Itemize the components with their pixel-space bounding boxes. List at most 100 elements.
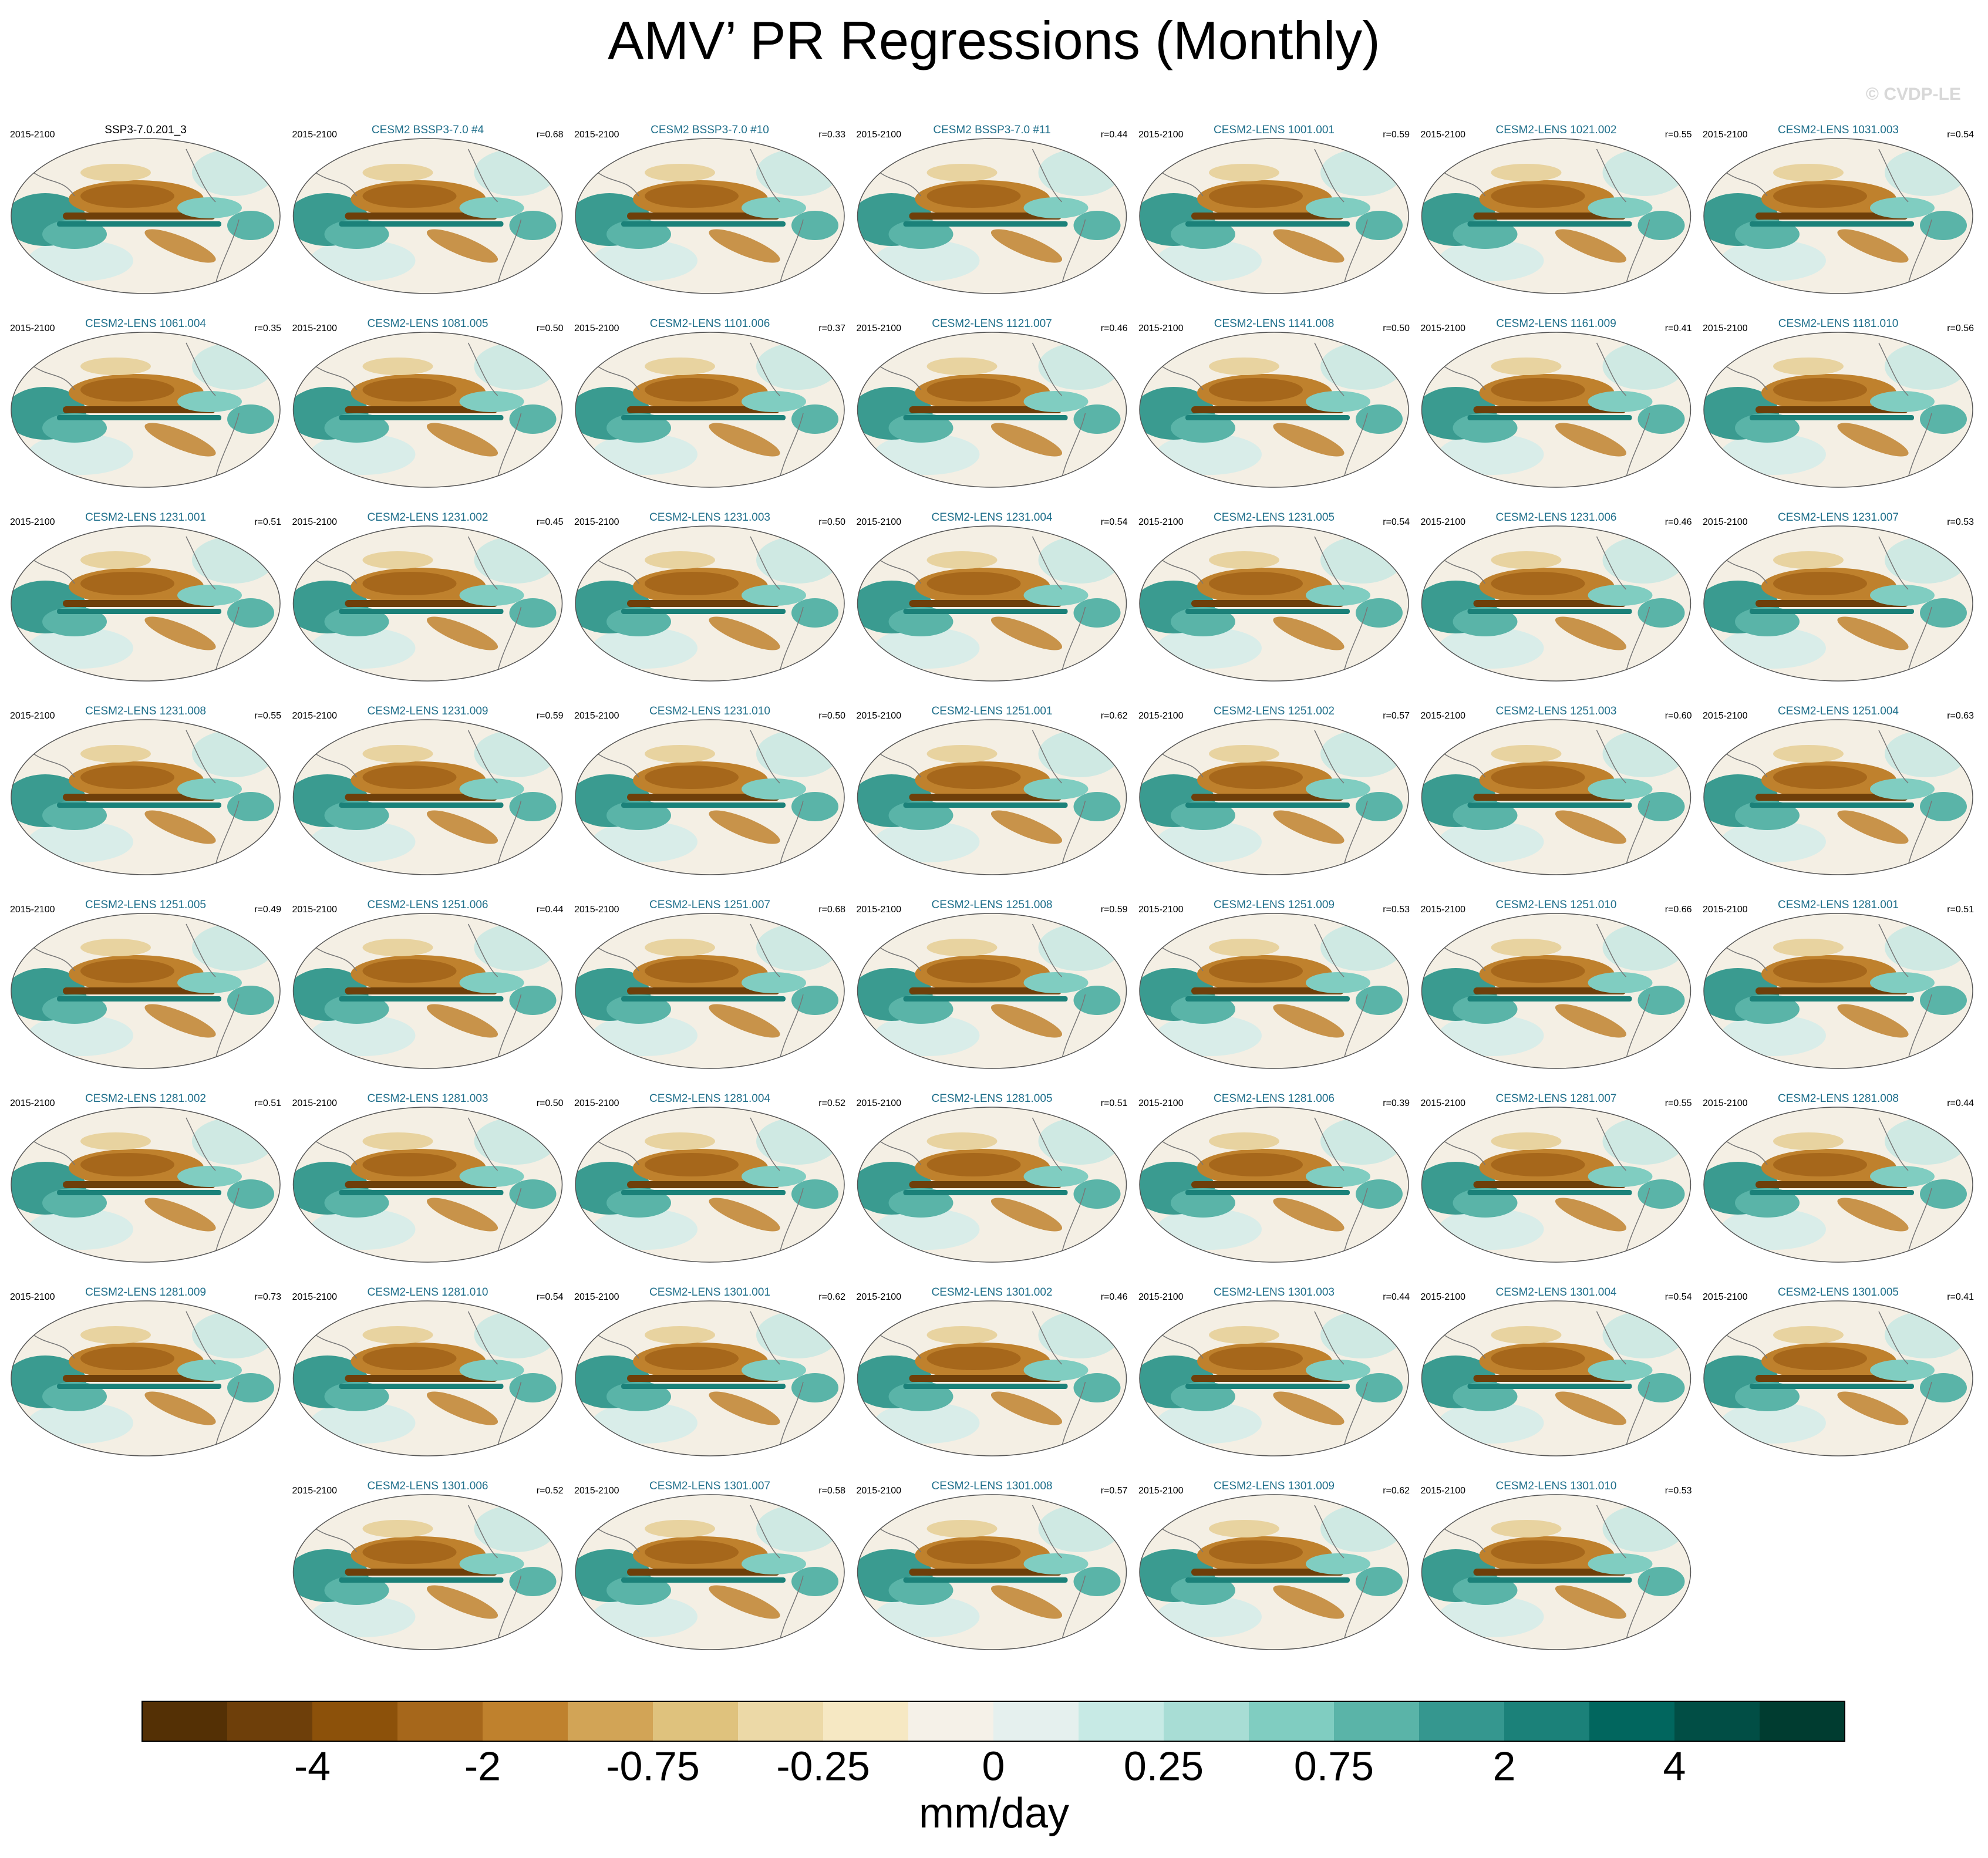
panel-r: r=0.54 [537, 1292, 564, 1302]
map-panel: 2015-2100 CESM2-LENS 1251.003 r=0.60 [1415, 705, 1692, 876]
panel-r: r=0.60 [1665, 711, 1692, 721]
panel-r: r=0.44 [1947, 1098, 1974, 1108]
map [1697, 1106, 1974, 1263]
panel-period: 2015-2100 [1703, 905, 1748, 915]
panel-r: r=0.54 [1101, 517, 1128, 527]
panel-period: 2015-2100 [857, 1098, 902, 1108]
panel-period: 2015-2100 [1703, 711, 1748, 721]
panel-r: r=0.73 [254, 1292, 281, 1302]
colorbar-unit: mm/day [919, 1790, 1069, 1837]
map [1697, 719, 1974, 876]
panel-name: CESM2-LENS 1231.003 [649, 511, 770, 524]
figure-title: AMV’ PR Regressions (Monthly) [608, 11, 1380, 70]
map-panel: 2015-2100 CESM2-LENS 1251.005 r=0.49 [4, 899, 281, 1070]
panel-name: CESM2-LENS 1281.004 [649, 1092, 770, 1105]
map [851, 1106, 1128, 1263]
colorbar-label: -0.25 [776, 1743, 870, 1789]
map-panel: 2015-2100 CESM2-LENS 1231.005 r=0.54 [1133, 511, 1410, 682]
map-panel: 2015-2100 CESM2-LENS 1061.004 r=0.35 [4, 318, 281, 488]
panel-r: r=0.46 [1101, 1292, 1128, 1302]
map-panel: 2015-2100 CESM2-LENS 1001.001 r=0.59 [1133, 124, 1410, 295]
colorbar-box [1504, 1701, 1590, 1741]
map-panel: 2015-2100 CESM2-LENS 1231.001 r=0.51 [4, 511, 281, 682]
panel-name: CESM2-LENS 1001.001 [1214, 124, 1335, 136]
panel-r: r=0.68 [818, 905, 845, 915]
map-panel: 2015-2100 CESM2-LENS 1281.004 r=0.52 [568, 1092, 845, 1263]
map [4, 912, 281, 1070]
colorbar-box [1164, 1701, 1249, 1741]
map-panel: 2015-2100 CESM2-LENS 1181.010 r=0.56 [1697, 318, 1974, 488]
panel-name: CESM2-LENS 1301.003 [1214, 1286, 1335, 1299]
map-panel: 2015-2100 CESM2-LENS 1251.006 r=0.44 [287, 899, 564, 1070]
panel-name: CESM2-LENS 1231.010 [649, 705, 770, 717]
map [1415, 1106, 1692, 1263]
colorbar-label: 0.25 [1124, 1743, 1204, 1789]
map [287, 525, 564, 682]
panel-name: CESM2 BSSP3-7.0 #4 [372, 124, 484, 136]
panel-r: r=0.51 [1947, 905, 1974, 915]
map-panel: 2015-2100 CESM2-LENS 1281.003 r=0.50 [287, 1092, 564, 1263]
panel-r: r=0.62 [1383, 1486, 1410, 1496]
map-panel: 2015-2100 CESM2-LENS 1231.004 r=0.54 [851, 511, 1128, 682]
map-panel: 2015-2100 CESM2-LENS 1281.001 r=0.51 [1697, 899, 1974, 1070]
map-panel: 2015-2100 CESM2-LENS 1301.001 r=0.62 [568, 1286, 845, 1457]
panel-r: r=0.62 [1101, 711, 1128, 721]
panel-r: r=0.58 [818, 1486, 845, 1496]
panel-period: 2015-2100 [574, 323, 619, 333]
panel-period: 2015-2100 [1138, 1486, 1184, 1496]
map-panel: 2015-2100 CESM2 BSSP3-7.0 #11 r=0.44 [851, 124, 1128, 295]
map-panel: 2015-2100 CESM2-LENS 1301.002 r=0.46 [851, 1286, 1128, 1457]
panel-period: 2015-2100 [574, 517, 619, 527]
map-panel: 2015-2100 CESM2-LENS 1301.008 r=0.57 [851, 1480, 1128, 1651]
panel-r: r=0.50 [1383, 323, 1410, 333]
panel-period: 2015-2100 [10, 323, 55, 333]
map [568, 1493, 845, 1651]
colorbar-box [1079, 1701, 1164, 1741]
panel-period: 2015-2100 [1138, 130, 1184, 140]
panel-name: CESM2-LENS 1251.002 [1214, 705, 1335, 717]
watermark: © CVDP-LE [1866, 85, 1961, 104]
panel-period: 2015-2100 [1703, 517, 1748, 527]
map-panel: 2015-2100 CESM2-LENS 1231.010 r=0.50 [568, 705, 845, 876]
panel-r: r=0.62 [818, 1292, 845, 1302]
map-panel: 2015-2100 CESM2-LENS 1251.007 r=0.68 [568, 899, 845, 1070]
map [568, 525, 845, 682]
colorbar-box [142, 1701, 228, 1741]
map-panel: 2015-2100 CESM2-LENS 1301.004 r=0.54 [1415, 1286, 1692, 1457]
colorbar-box [738, 1701, 824, 1741]
panel-name: CESM2-LENS 1251.005 [85, 899, 206, 911]
colorbar-label: -0.75 [606, 1743, 700, 1789]
map-panel: 2015-2100 CESM2-LENS 1301.009 r=0.62 [1133, 1480, 1410, 1651]
panel-r: r=0.57 [1383, 711, 1410, 721]
colorbar-box [1419, 1701, 1505, 1741]
panel-name: CESM2-LENS 1251.006 [368, 899, 488, 911]
panel-name: CESM2-LENS 1281.005 [932, 1092, 1053, 1105]
map-panel: 2015-2100 CESM2-LENS 1251.009 r=0.53 [1133, 899, 1410, 1070]
map [287, 912, 564, 1070]
panel-r: r=0.55 [1665, 1098, 1692, 1108]
panel-r: r=0.54 [1947, 130, 1974, 140]
map-panel: 2015-2100 CESM2-LENS 1301.005 r=0.41 [1697, 1286, 1974, 1457]
panel-period: 2015-2100 [1421, 1098, 1466, 1108]
panel-name: CESM2 BSSP3-7.0 #10 [651, 124, 769, 136]
panel-r: r=0.52 [818, 1098, 845, 1108]
colorbar-box [1760, 1701, 1845, 1741]
map [287, 1493, 564, 1651]
colorbar-label: -4 [294, 1743, 331, 1789]
map [4, 1300, 281, 1457]
panel-r: r=0.53 [1947, 517, 1974, 527]
panel-name: CESM2-LENS 1301.001 [649, 1286, 770, 1299]
map [568, 912, 845, 1070]
panel-name: CESM2-LENS 1121.007 [932, 318, 1052, 330]
map-panel: 2015-2100 CESM2-LENS 1281.007 r=0.55 [1415, 1092, 1692, 1263]
map-panel: 2015-2100 CESM2-LENS 1121.007 r=0.46 [851, 318, 1128, 488]
panel-name: CESM2-LENS 1231.009 [368, 705, 488, 717]
panel-r: r=0.63 [1947, 711, 1974, 721]
panel-name: CESM2-LENS 1281.002 [85, 1092, 206, 1105]
panel-r: r=0.53 [1665, 1486, 1692, 1496]
panel-period: 2015-2100 [1703, 1098, 1748, 1108]
panel-r: r=0.66 [1665, 905, 1692, 915]
panel-period: 2015-2100 [1703, 130, 1748, 140]
panel-r: r=0.51 [1101, 1098, 1128, 1108]
